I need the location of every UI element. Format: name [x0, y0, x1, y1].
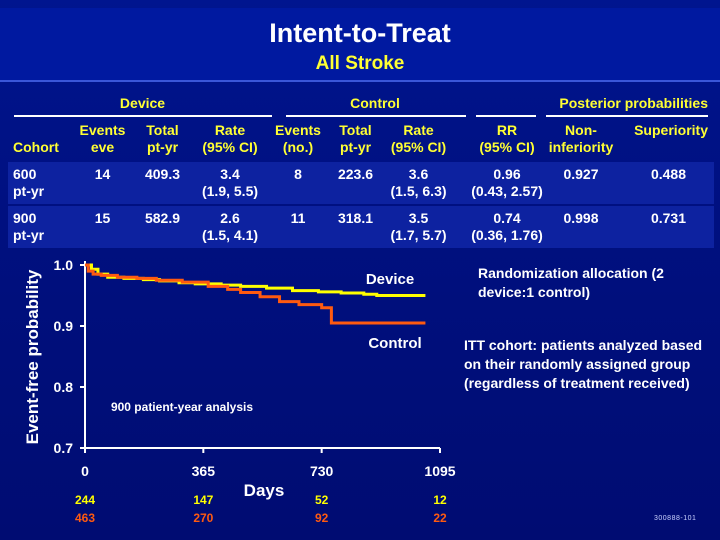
table-row — [8, 162, 714, 204]
header-ctl-rate-1: Rate — [403, 122, 434, 138]
series-label-device: Device — [366, 271, 414, 288]
cell-rr-ci: (0.43, 2.57) — [471, 183, 543, 199]
cell-noninf: 0.998 — [563, 210, 599, 226]
header-superiority: Superiority — [634, 122, 708, 138]
y-tick-label: 0.8 — [54, 379, 74, 395]
cell-cohort-unit: pt-yr — [13, 183, 45, 199]
group-device: Device — [119, 95, 166, 111]
x-tick-label: 365 — [192, 463, 216, 479]
chart-series — [85, 263, 426, 325]
randomization-note: Randomization allocation (2 device:1 con… — [478, 265, 664, 300]
itt-note: ITT cohort: patients analyzed based on t… — [464, 337, 703, 391]
header-dev-rate-2: (95% CI) — [202, 139, 258, 155]
at-risk-device: 244 — [75, 493, 95, 507]
x-tick-label: 0 — [81, 463, 89, 479]
cell-rr: 0.74 — [493, 210, 521, 226]
group-control: Control — [350, 95, 400, 111]
y-tick-label: 0.9 — [54, 318, 74, 334]
cell-dev-events: 14 — [94, 166, 111, 182]
chart-labels: Device Control Days Event-free probability 9… — [23, 269, 447, 525]
header-band — [0, 8, 720, 80]
cell-cohort: 900 — [13, 210, 37, 226]
slide-title: Intent-to-Treat — [269, 18, 451, 48]
at-risk-device: 147 — [193, 493, 213, 507]
slide-subtitle: All Stroke — [315, 53, 405, 74]
header-rr-1: RR — [496, 122, 518, 138]
cell-dev-events: 15 — [94, 210, 111, 226]
group-control-rule — [286, 115, 466, 117]
header-ctl-events-1: Events — [275, 122, 321, 138]
cell-ctl-events: 8 — [294, 166, 302, 182]
series-label-control: Control — [368, 335, 421, 352]
cell-dev-ci: (1.9, 5.5) — [201, 183, 259, 199]
cell-dev-total: 582.9 — [144, 210, 181, 226]
series-line-control — [85, 263, 426, 325]
cell-ctl-total: 318.1 — [337, 210, 374, 226]
header-ctl-rate-2: (95% CI) — [390, 139, 447, 155]
cell-superiority: 0.731 — [650, 210, 686, 226]
header-noninf-2: inferiority — [548, 139, 614, 155]
cell-ctl-ci: (1.7, 5.7) — [390, 227, 447, 243]
at-risk-control: 92 — [315, 511, 329, 525]
cell-ctl-total: 223.6 — [337, 166, 374, 182]
at-risk-control: 22 — [433, 511, 447, 525]
header-cohort: Cohort — [13, 139, 59, 155]
header-bottom-rule — [0, 80, 720, 82]
at-risk-control: 270 — [193, 511, 213, 525]
y-tick-label: 0.7 — [54, 440, 74, 456]
cell-rr: 0.96 — [493, 166, 521, 182]
header-noninf-1: Non- — [565, 122, 597, 138]
header-dev-events-1: Events — [79, 122, 126, 138]
chart-axes — [84, 261, 440, 449]
footer-code: 300888-101 — [654, 515, 697, 522]
cell-cohort: 600 — [13, 166, 37, 182]
cell-dev-rate: 3.4 — [220, 166, 240, 182]
x-tick-label: 730 — [310, 463, 334, 479]
header-dev-total-2: pt-yr — [146, 139, 179, 155]
cell-ctl-events: 11 — [290, 210, 306, 226]
header-rr-2: (95% CI) — [479, 139, 535, 155]
header-dev-total-1: Total — [146, 122, 179, 138]
header-dev-rate-1: Rate — [214, 122, 246, 138]
header-ctl-events-2: (no.) — [282, 139, 314, 155]
at-risk-control: 463 — [75, 511, 95, 525]
y-axis-title: Event-free probability — [23, 269, 42, 444]
at-risk-device: 12 — [433, 493, 447, 507]
group-posterior: Posterior probabilities — [559, 95, 708, 111]
group-device-rule — [14, 115, 272, 117]
y-tick-label: 1.0 — [54, 257, 74, 273]
cell-rr-ci: (0.36, 1.76) — [471, 227, 543, 243]
chart-ticks: 1.0 0.9 0.8 0.7 0 365 730 1095 — [54, 257, 456, 479]
group-posterior-rule-right — [546, 115, 708, 117]
cell-ctl-ci: (1.5, 6.3) — [390, 183, 447, 199]
at-risk-device: 52 — [315, 493, 329, 507]
cell-dev-total: 409.3 — [144, 166, 181, 182]
header-ctl-total-2: pt-yr — [339, 139, 372, 155]
cell-superiority: 0.488 — [650, 166, 686, 182]
cell-dev-rate: 2.6 — [220, 210, 240, 226]
header-dev-events-2: eve — [90, 139, 115, 155]
cell-ctl-rate: 3.5 — [408, 210, 429, 226]
header-ctl-total-1: Total — [339, 122, 372, 138]
cell-noninf: 0.927 — [563, 166, 599, 182]
x-axis-title: Days — [244, 481, 285, 500]
chart-annotation: 900 patient-year analysis — [111, 400, 253, 414]
cell-ctl-rate: 3.6 — [408, 166, 429, 182]
cell-dev-ci: (1.5, 4.1) — [201, 227, 259, 243]
cell-cohort-unit: pt-yr — [13, 227, 45, 243]
table-row — [8, 206, 714, 248]
group-posterior-rule-left — [476, 115, 536, 117]
x-tick-label: 1095 — [424, 463, 455, 479]
